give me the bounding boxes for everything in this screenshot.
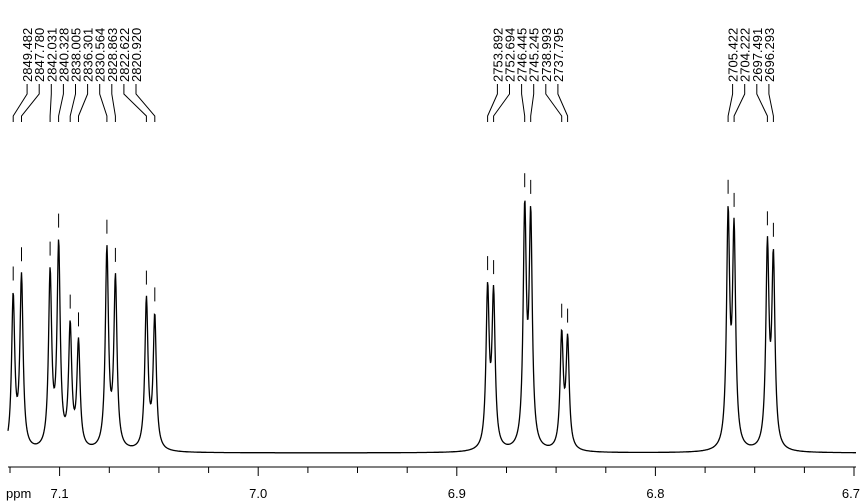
x-tick-label: 7.0 [249,486,267,501]
peak-label-connector [78,84,89,122]
peak-label-connector [69,84,76,122]
peak-label-connector [135,84,156,122]
x-tick-label: 6.9 [448,486,466,501]
peak-label-connectors [12,84,774,122]
peak-label: 2820.920 [129,28,144,82]
peak-label: 2842.031 [44,28,59,82]
peak-label: 2746.445 [515,28,530,82]
peak-label: 2738.993 [539,28,554,82]
peak-label: 2849.482 [20,28,35,82]
peak-label-connector [487,84,498,122]
peak-label-connector [12,84,28,122]
x-tick-label: 6.7 [842,486,860,501]
peak-label: 2752.694 [503,28,518,82]
x-tick-label: 6.8 [646,486,664,501]
peak-label: 2697.491 [750,28,765,82]
peak-label-connector [530,84,535,122]
peak-markers [12,173,774,327]
peak-label-connector [123,84,147,122]
peak-label: 2737.795 [551,28,566,82]
peak-label: 2830.564 [93,28,108,82]
peak-label-connector [727,84,734,122]
peak-label-connector [111,84,116,122]
peak-label-connector [21,84,40,122]
peak-label: 2838.005 [69,28,84,82]
peak-label: 2828.863 [105,28,120,82]
peak-label-connector [58,84,64,122]
x-axis-label: ppm [6,486,31,501]
spectrum-line [7,200,856,454]
peak-label-connector [768,84,774,122]
peak-label-connector [521,84,526,122]
x-tick-label: 7.1 [51,486,69,501]
peak-label: 2696.293 [762,28,777,82]
peak-label-connector [99,84,108,122]
peak-label: 2822.622 [117,28,132,82]
peak-label: 2847.780 [32,28,47,82]
peak-label-connector [557,84,569,122]
peak-label: 2705.422 [726,28,741,82]
peak-label-connector [733,84,746,122]
peak-label: 2836.301 [81,28,96,82]
peak-label-connector [756,84,768,122]
peak-label: 2745.245 [527,28,542,82]
x-axis-ticks: 7.1 7.0 6.9 6.8 6.7 [9,467,860,501]
peak-label-connector [493,84,510,122]
peak-label: 2753.892 [490,28,505,82]
peak-label-connector [49,84,52,122]
peak-label: 2840.328 [56,28,71,82]
peak-labels: 2849.4822847.7802842.0312840.3282838.005… [20,28,777,82]
peak-label-connector [545,84,563,122]
peak-label: 2704.222 [738,28,753,82]
